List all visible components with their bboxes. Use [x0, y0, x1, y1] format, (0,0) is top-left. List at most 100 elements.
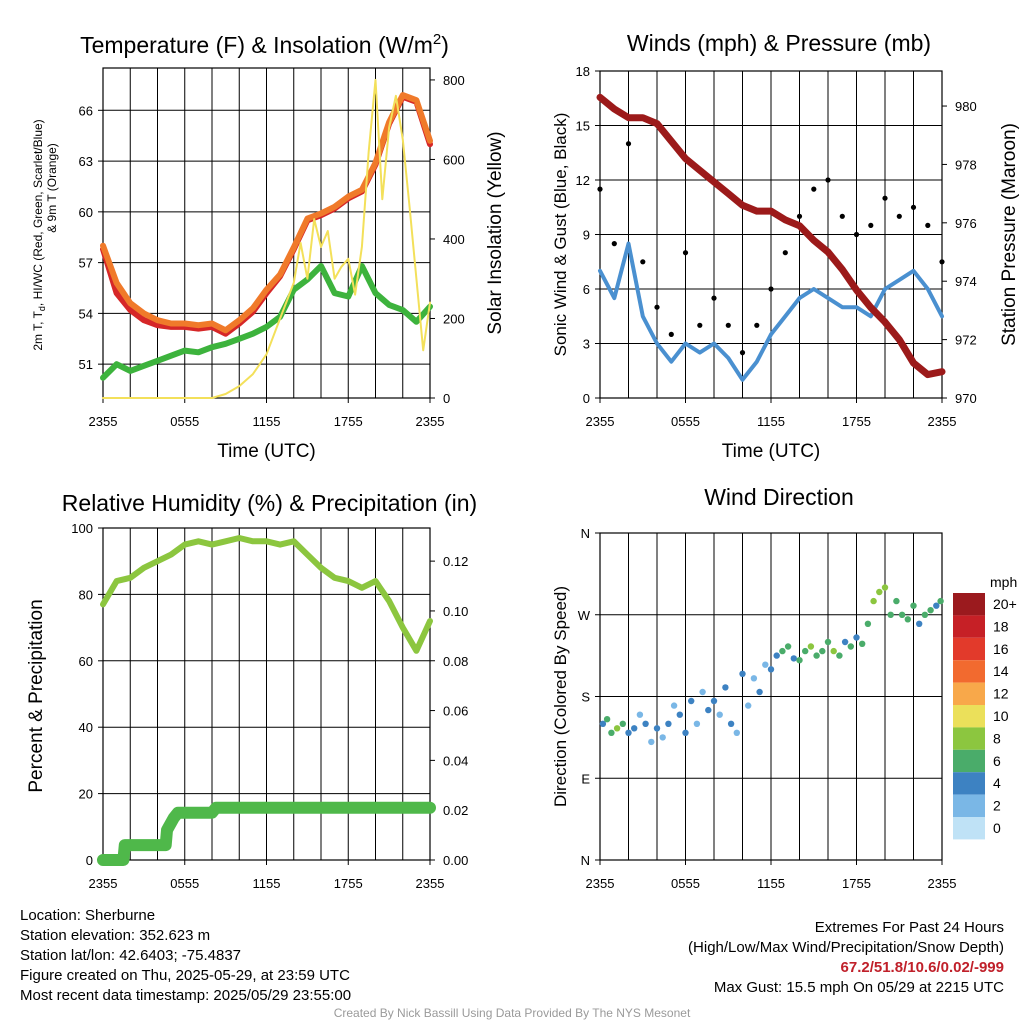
dir-ytick-label: N	[581, 853, 590, 868]
temp-xtick-label: 2355	[416, 414, 445, 429]
dir-point	[642, 720, 649, 727]
dir-point	[784, 643, 792, 650]
dir-xtick-label: 2355	[586, 876, 615, 891]
wind-ytick-label: 0	[583, 391, 590, 406]
dir-point	[802, 647, 809, 655]
wind-xtick-label: 1755	[842, 414, 871, 429]
rh-ytick-label: 60	[79, 654, 93, 669]
wind-y2tick-label: 980	[955, 99, 977, 114]
dir-point	[608, 729, 615, 736]
temp-y2tick-label: 800	[443, 73, 465, 88]
figure-created: Figure created on Thu, 2025-05-29, at 23…	[20, 967, 350, 984]
rh-series-relative-humidity	[100, 535, 433, 654]
temp-ylabel-line2: & 9m T (Orange)	[45, 143, 59, 233]
dir-legend-label: 4	[993, 775, 1001, 791]
rh-y2tick-label: 0.08	[443, 654, 468, 669]
wind-gust-point	[725, 322, 731, 328]
dir-legend-label: 2	[993, 798, 1001, 814]
dir-ytick-label: W	[578, 608, 591, 623]
dir-legend-label: 18	[993, 618, 1009, 634]
temp-plot-border	[102, 67, 431, 399]
wind-gust-point	[625, 141, 632, 147]
dir-point	[859, 640, 866, 647]
dir-point	[599, 720, 607, 727]
temp-y2label: Solar Insolation (Yellow)	[485, 131, 506, 334]
dir-point	[779, 647, 786, 655]
wind-ytick-label: 15	[576, 119, 590, 134]
wind-gust-point	[825, 177, 831, 183]
dir-point	[904, 616, 911, 623]
credit-line: Created By Nick Bassill Using Data Provi…	[333, 1006, 691, 1020]
wind-y2tick-label: 976	[955, 216, 977, 231]
dir-xtick-label: 0555	[671, 876, 700, 891]
dir-legend-title: mph	[990, 574, 1017, 590]
rh-series-precipitation	[97, 801, 436, 866]
wind-gust-point	[910, 204, 917, 210]
dir-point	[682, 729, 689, 736]
station-elevation: Station elevation: 352.623 m	[20, 927, 211, 944]
dir-point	[937, 597, 944, 605]
rh-title: Relative Humidity (%) & Precipitation (i…	[62, 490, 477, 516]
temp-xlabel: Time (UTC)	[217, 441, 316, 462]
rh-xtick-label: 2355	[416, 876, 445, 891]
temp-y2tick-label: 0	[443, 391, 450, 406]
dir-legend-label: 10	[993, 708, 1009, 724]
temp-ytick-label: 66	[79, 103, 93, 118]
wind-gust-point	[611, 241, 617, 247]
dir-point	[688, 697, 695, 705]
dir-point	[636, 711, 644, 718]
wind-ylabel: Sonic Wind & Gust (Blue, Black)	[551, 113, 570, 357]
wind-gust-point	[882, 195, 888, 201]
dir-point	[916, 620, 923, 627]
dir-point	[807, 643, 815, 650]
dir-point	[841, 638, 849, 646]
wind-gust-point	[796, 213, 803, 219]
dir-legend-label: 6	[993, 753, 1001, 769]
dir-point	[881, 584, 889, 591]
dir-ylabel: Direction (Colored By Speed)	[551, 586, 570, 807]
dir-point	[762, 661, 769, 668]
dir-point	[750, 675, 758, 682]
dir-point	[830, 647, 837, 655]
extremes-title: Extremes For Past 24 Hours	[814, 919, 1004, 936]
wind-title: Winds (mph) & Pressure (mb)	[627, 30, 931, 56]
temp-xtick-label: 1155	[253, 414, 281, 429]
rh-xtick-label: 1155	[253, 876, 281, 891]
dir-point	[813, 652, 820, 659]
wind-gust-point	[896, 213, 902, 219]
extremes-info: Extremes For Past 24 Hours (High/Low/Max…	[688, 918, 1004, 998]
dir-point	[853, 634, 860, 641]
dir-xtick-label: 2355	[928, 876, 957, 891]
wind-gust-point	[697, 322, 703, 328]
dir-legend-swatch	[953, 794, 985, 817]
dir-point	[739, 670, 746, 677]
dir-legend-label: 0	[993, 820, 1001, 836]
dir-legend-swatch	[953, 772, 985, 795]
extremes-fields: (High/Low/Max Wind/Precipitation/Snow De…	[688, 939, 1004, 956]
dir-legend-swatch	[953, 705, 985, 728]
wind-ytick-label: 9	[583, 228, 590, 243]
dir-point	[819, 647, 826, 655]
dir-legend-swatch	[953, 749, 985, 773]
station-latlon: Station lat/lon: 42.6403; -75.4837	[20, 947, 242, 964]
dir-legend-swatch	[953, 660, 985, 683]
dir-point	[756, 688, 763, 696]
rh-y2tick-label: 0.12	[443, 554, 468, 569]
temp-y2tick-label: 400	[443, 232, 465, 247]
rh-plot-border	[102, 527, 431, 861]
temp-title-close: )	[441, 32, 449, 58]
wind-series-station-pressure	[596, 93, 946, 379]
dir-point	[898, 611, 906, 618]
dir-point	[733, 729, 740, 736]
temp-xtick-label: 0555	[170, 414, 199, 429]
dir-point	[653, 725, 661, 732]
dir-point	[796, 657, 803, 664]
wind-xlabel: Time (UTC)	[722, 441, 821, 462]
wind-gust-point	[739, 350, 746, 356]
recent-timestamp: Most recent data timestamp: 2025/05/29 2…	[20, 987, 352, 1004]
dir-point	[676, 711, 683, 718]
dir-legend-label: 16	[993, 641, 1009, 657]
dir-legend-label: 14	[993, 663, 1009, 679]
dir-ytick-label: S	[581, 690, 590, 705]
